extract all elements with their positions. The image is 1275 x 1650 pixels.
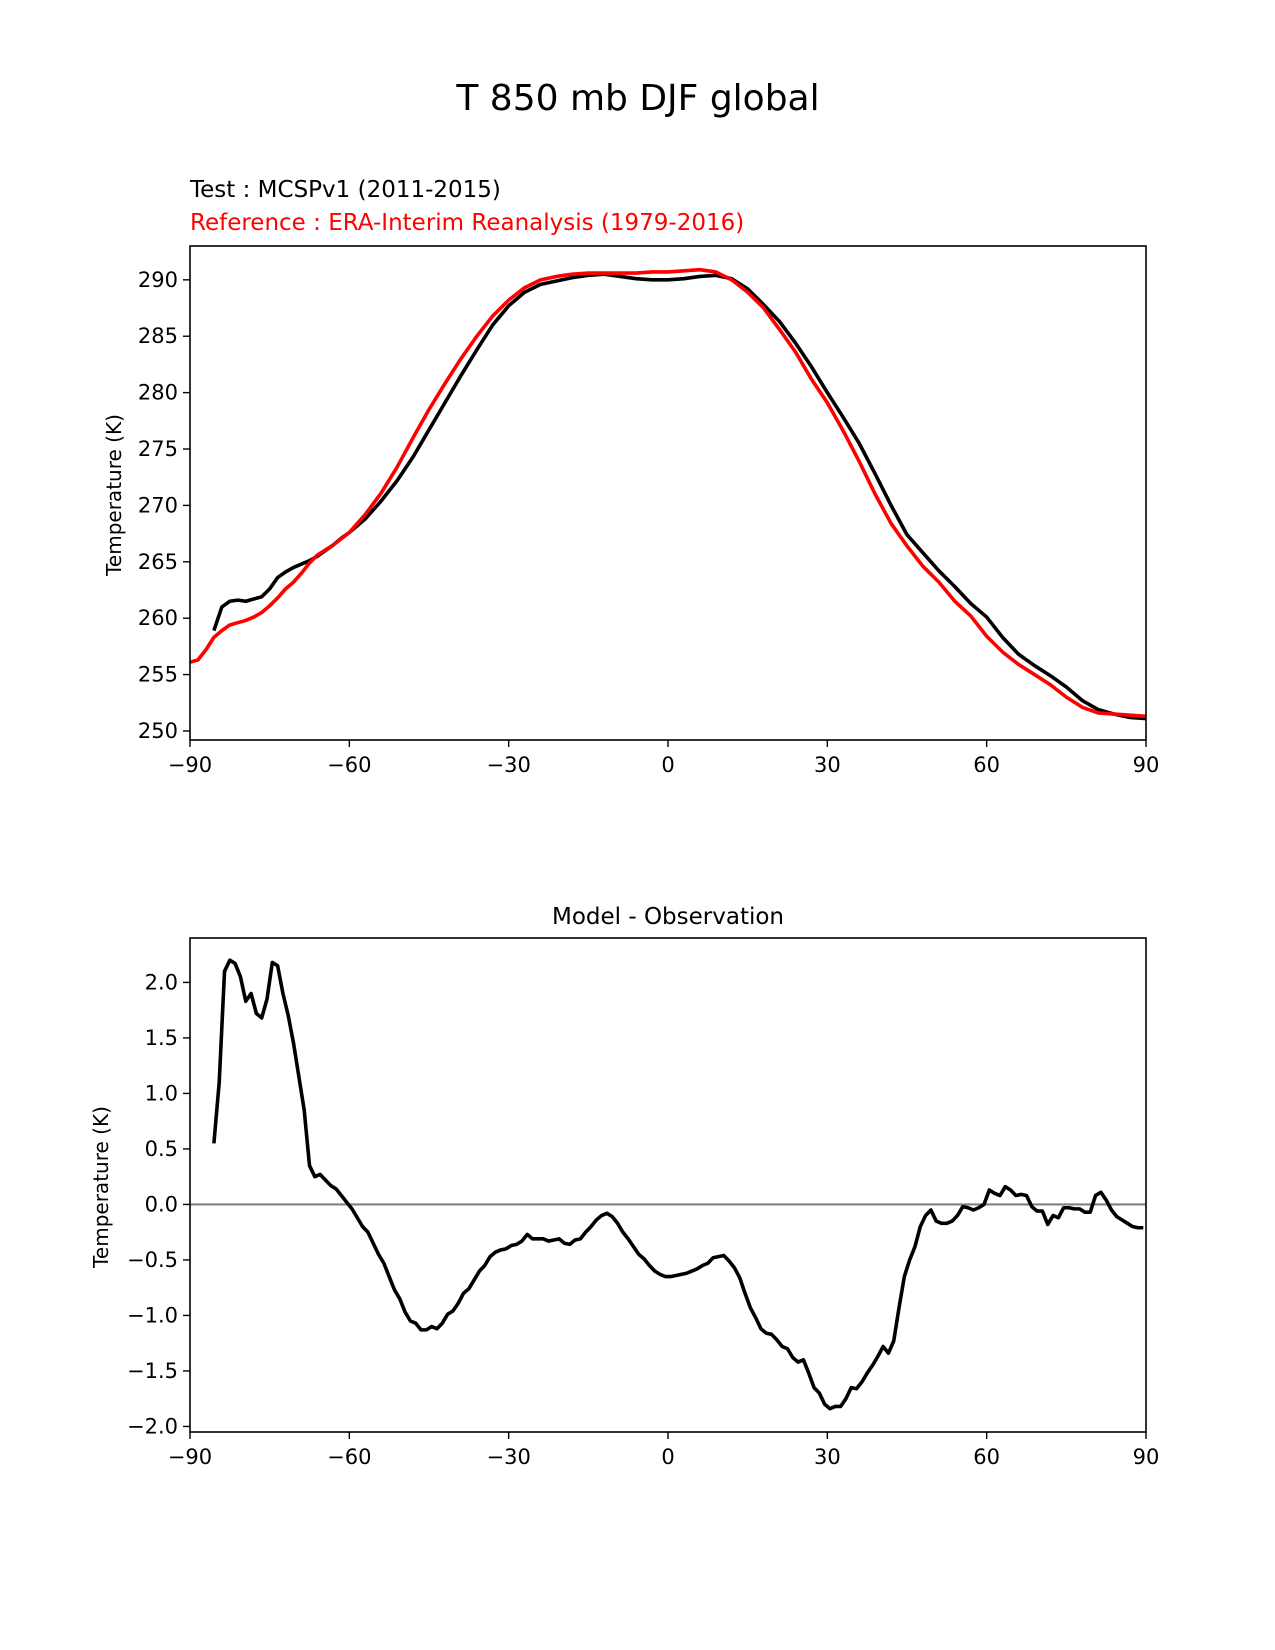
top-x-tick-label: −30 [487,753,531,777]
top-y-tick-label: 270 [138,493,178,517]
top-y-tick-label: 285 [138,324,178,348]
top-panel: Test : MCSPv1 (2011-2015) Reference : ER… [102,177,1159,777]
bottom-x-tick-label: −30 [487,1445,531,1469]
bottom-x-tick-label: −90 [168,1445,212,1469]
bottom-y-axis-label: Temperature (K) [89,1106,113,1269]
top-x-tick-label: 90 [1133,753,1160,777]
top-reference-series-line [189,267,1147,719]
bottom-y-tick-label: −1.0 [127,1303,178,1327]
top-x-tick-label: 30 [814,753,841,777]
top-y-tick-label: 265 [138,550,178,574]
top-y-tick-label: 290 [138,268,178,292]
top-y-axis-label: Temperature (K) [102,414,126,577]
bottom-x-tick-label: −60 [327,1445,371,1469]
bottom-y-tick-label: 1.0 [145,1081,178,1105]
top-x-tick-label: 0 [661,753,674,777]
top-y-tick-label: 280 [138,381,178,405]
top-x-tick-label: −60 [327,753,371,777]
top-x-tick-label: 60 [973,753,1000,777]
reference-label: Reference : ERA-Interim Reanalysis (1979… [190,210,744,236]
top-x-tick-label: −90 [168,753,212,777]
bottom-x-tick-label: 0 [661,1445,674,1469]
bottom-y-tick-label: 0.5 [145,1137,178,1161]
top-y-tick-label: 255 [138,663,178,687]
top-y-tick-label: 260 [138,606,178,630]
top-plot-frame [189,245,1147,741]
top-test-series-line [212,272,1147,721]
diff-panel-title: Model - Observation [552,904,784,930]
bottom-y-tick-label: −0.5 [127,1248,178,1272]
bottom-panel: Model - Observation Temperature (K) −90 −… [89,904,1159,1469]
bottom-y-tick-label: −2.0 [127,1414,178,1438]
top-y-tick-label: 250 [138,719,178,743]
bottom-y-tick-label: −1.5 [127,1359,178,1383]
bottom-y-tick-label: 1.5 [145,1026,178,1050]
bottom-diff-series-line [212,958,1144,1411]
figure-title: T 850 mb DJF global [455,78,819,119]
test-label: Test : MCSPv1 (2011-2015) [189,177,501,203]
bottom-plot-frame [189,937,1147,1433]
bottom-x-tick-label: 90 [1133,1445,1160,1469]
bottom-x-tick-label: 60 [973,1445,1000,1469]
bottom-y-tick-label: 0.0 [145,1192,178,1216]
bottom-x-tick-label: 30 [814,1445,841,1469]
top-y-tick-label: 275 [138,437,178,461]
bottom-y-tick-label: 2.0 [145,970,178,994]
